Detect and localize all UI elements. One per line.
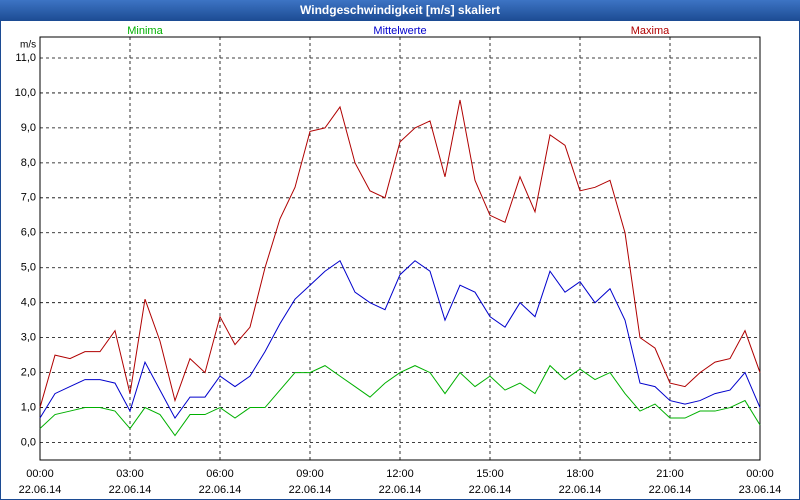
x-tick-date: 22.06.14 xyxy=(19,484,62,496)
x-tick-date: 22.06.14 xyxy=(559,484,602,496)
y-tick-label: 7,0 xyxy=(21,192,36,204)
legend-entry: Minima xyxy=(127,25,163,37)
chart-title: Windgeschwindigkeit [m/s] skaliert xyxy=(300,3,500,17)
x-tick-date: 22.06.14 xyxy=(109,484,152,496)
y-tick-label: 9,0 xyxy=(21,122,36,134)
y-tick-label: 6,0 xyxy=(21,227,36,239)
y-tick-label: 2,0 xyxy=(21,367,36,379)
y-tick-label: 4,0 xyxy=(21,297,36,309)
y-tick-label: 0,0 xyxy=(21,436,36,448)
x-tick-date: 22.06.14 xyxy=(289,484,332,496)
data-line xyxy=(39,99,761,408)
y-tick-label: 8,0 xyxy=(21,157,36,169)
title-bar xyxy=(0,0,800,21)
x-tick-date: 22.06.14 xyxy=(379,484,422,496)
x-tick-label: 12:00 xyxy=(386,468,414,480)
x-tick-label: 03:00 xyxy=(116,468,144,480)
x-tick-label: 00:00 xyxy=(26,468,54,480)
x-tick-label: 00:00 xyxy=(746,468,774,480)
y-tick-label: 10,0 xyxy=(15,87,36,99)
x-tick-date: 22.06.14 xyxy=(649,484,692,496)
x-tick-label: 21:00 xyxy=(656,468,684,480)
y-tick-label: 1,0 xyxy=(21,401,36,413)
data-line xyxy=(39,364,761,437)
y-tick-label: 3,0 xyxy=(21,332,36,344)
y-axis-label: m/s xyxy=(20,40,36,51)
legend-entry: Maxima xyxy=(631,25,670,37)
data-line xyxy=(39,259,761,419)
y-tick-label: 5,0 xyxy=(21,262,36,274)
x-tick-label: 18:00 xyxy=(566,468,594,480)
x-tick-date: 22.06.14 xyxy=(469,484,512,496)
x-tick-label: 15:00 xyxy=(476,468,504,480)
legend-entry: Mittelwerte xyxy=(373,25,426,37)
y-tick-label: 11,0 xyxy=(15,52,36,64)
x-tick-label: 09:00 xyxy=(296,468,324,480)
x-tick-date: 23.06.14 xyxy=(739,484,782,496)
x-tick-date: 22.06.14 xyxy=(199,484,242,496)
x-tick-label: 06:00 xyxy=(206,468,234,480)
